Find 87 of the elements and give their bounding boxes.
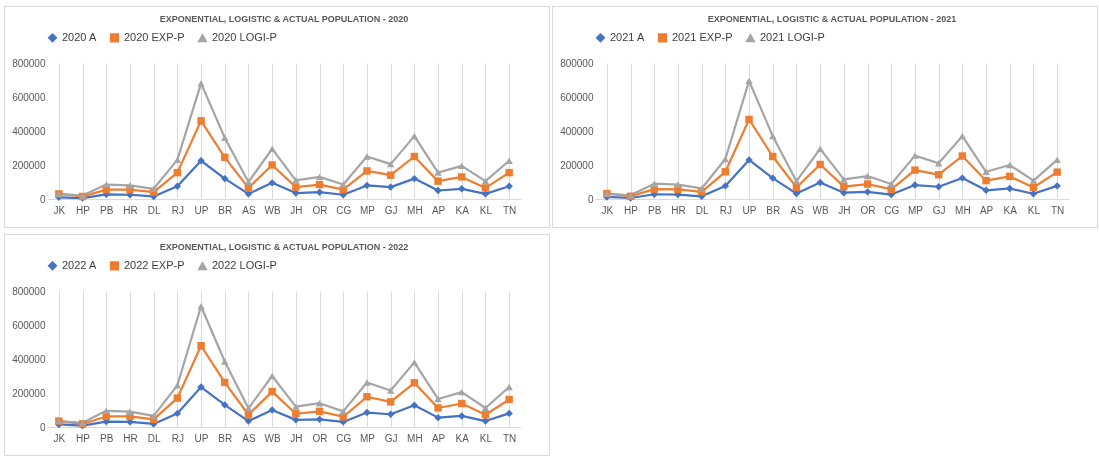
x-tick-label: KA — [455, 204, 470, 216]
legend-label: 2021 LOGI-P — [760, 31, 825, 44]
x-tick-label: DL — [695, 204, 709, 216]
y-tick-label: 200000 — [560, 159, 594, 171]
x-tick-label: KL — [479, 204, 493, 216]
x-tick-label: HP — [76, 432, 91, 444]
x-tick-label: JK — [53, 204, 66, 216]
x-tick-label: HR — [123, 432, 138, 444]
x-tick-label: CG — [336, 204, 352, 216]
legend-label: 2020 EXP-P — [124, 30, 185, 43]
x-tick-label: RJ — [719, 204, 732, 216]
x-tick-label: AS — [242, 432, 256, 444]
y-tick-label: 200000 — [12, 159, 46, 171]
x-tick-label: OR — [312, 204, 328, 216]
x-tick-label: JH — [838, 204, 851, 216]
x-tick-label: MH — [955, 204, 971, 216]
x-tick-label: TN — [1050, 204, 1065, 216]
y-tick-label: 800000 — [12, 57, 46, 69]
x-tick-label: GJ — [384, 432, 398, 444]
y-tick-label: 600000 — [560, 91, 594, 103]
x-tick-label: OR — [312, 432, 328, 444]
x-tick-label: GJ — [932, 204, 946, 216]
x-tick-label: AP — [979, 204, 994, 216]
x-tick-label: KL — [1027, 204, 1041, 216]
x-tick-label: MH — [407, 204, 423, 216]
legend-label: 2022 A — [62, 258, 97, 271]
legend-label: 2021 A — [610, 30, 645, 43]
y-tick-label: 600000 — [12, 319, 46, 331]
x-tick-label: JH — [290, 204, 303, 216]
x-tick-label: TN — [502, 432, 517, 444]
legend-label: 2020 LOGI-P — [212, 31, 277, 44]
x-tick-label: WB — [264, 204, 282, 216]
x-tick-label: MP — [359, 204, 376, 216]
x-tick-label: JK — [53, 432, 66, 444]
legend-label: 2022 LOGI-P — [212, 259, 277, 272]
x-tick-label: OR — [860, 204, 876, 216]
y-tick-label: 400000 — [560, 125, 594, 137]
x-tick-label: AS — [790, 204, 804, 216]
chart-title: EXPONENTIAL, LOGISTIC & ACTUAL POPULATION - 2022 — [159, 242, 409, 252]
x-tick-label: HR — [123, 204, 138, 216]
y-tick-label: 400000 — [12, 353, 46, 365]
x-tick-label: AP — [431, 432, 446, 444]
x-tick-label: MP — [359, 432, 376, 444]
x-tick-label: BR — [766, 204, 781, 216]
x-tick-label: UP — [194, 204, 209, 216]
x-tick-label: GJ — [384, 204, 398, 216]
x-tick-label: JK — [601, 204, 614, 216]
x-tick-label: DL — [147, 204, 161, 216]
y-tick-label: 0 — [39, 421, 46, 433]
x-tick-label: KL — [479, 432, 493, 444]
x-tick-label: CG — [884, 204, 900, 216]
x-tick-label: KA — [1003, 204, 1018, 216]
y-tick-label: 200000 — [12, 387, 46, 399]
legend-label: 2020 A — [62, 30, 97, 43]
x-tick-label: HP — [76, 204, 91, 216]
x-tick-label: CG — [336, 432, 352, 444]
x-tick-label: MH — [407, 432, 423, 444]
y-tick-label: 0 — [39, 193, 46, 205]
x-tick-label: PB — [648, 204, 662, 216]
legend-label: 2022 EXP-P — [124, 258, 185, 271]
x-tick-label: AS — [242, 204, 256, 216]
x-tick-label: PB — [100, 204, 114, 216]
x-tick-label: AP — [431, 204, 446, 216]
x-tick-label: WB — [264, 432, 282, 444]
y-tick-label: 0 — [587, 193, 594, 205]
x-tick-label: HP — [624, 204, 639, 216]
x-tick-label: TN — [502, 204, 517, 216]
y-tick-label: 600000 — [12, 91, 46, 103]
x-tick-label: BR — [218, 432, 233, 444]
x-tick-label: UP — [194, 432, 209, 444]
x-tick-label: RJ — [171, 204, 184, 216]
y-tick-label: 400000 — [12, 125, 46, 137]
x-tick-label: DL — [147, 432, 161, 444]
y-tick-label: 800000 — [12, 285, 46, 297]
y-tick-label: 800000 — [560, 57, 594, 69]
x-tick-label: RJ — [171, 432, 184, 444]
x-tick-label: PB — [100, 432, 114, 444]
x-tick-label: MP — [907, 204, 924, 216]
x-tick-label: JH — [290, 432, 303, 444]
legend-label: 2021 EXP-P — [672, 30, 733, 43]
x-tick-label: BR — [218, 204, 233, 216]
x-tick-label: WB — [812, 204, 830, 216]
chart-title: EXPONENTIAL, LOGISTIC & ACTUAL POPULATION - 2021 — [707, 14, 957, 24]
chart-title: EXPONENTIAL, LOGISTIC & ACTUAL POPULATION - 2020 — [159, 14, 409, 24]
x-tick-label: UP — [742, 204, 757, 216]
x-tick-label: KA — [455, 432, 470, 444]
x-tick-label: HR — [671, 204, 686, 216]
